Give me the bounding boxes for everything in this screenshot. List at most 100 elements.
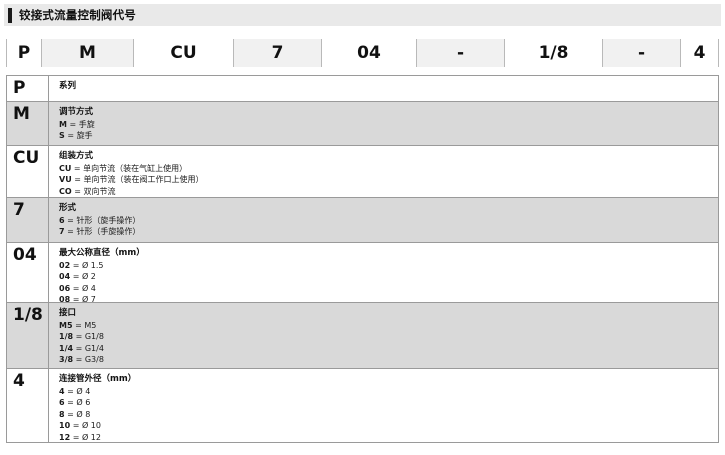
legend-option-key: 02	[59, 260, 71, 270]
legend-option: 6 = Ø 6	[59, 397, 718, 409]
legend-option-separator: =	[75, 332, 83, 342]
legend-option: 04 = Ø 2	[59, 271, 718, 283]
legend-option-separator: =	[67, 409, 74, 419]
legend-row-title: 系列	[59, 81, 77, 91]
legend-row-title: 接口	[59, 308, 77, 318]
legend-option: S = 旋手	[59, 130, 718, 142]
legend-option-separator: =	[67, 398, 74, 408]
legend-option-value: G1/4	[84, 343, 104, 353]
section-header: 铰接式流量控制阀代号	[4, 4, 721, 26]
legend-row-code: CU	[7, 146, 49, 197]
legend-option-separator: =	[72, 295, 80, 305]
legend-option: 06 = Ø 4	[59, 283, 718, 295]
legend-option-value: 单向节流（装在气缸上使用）	[83, 163, 188, 173]
legend-option-value: Ø 8	[76, 409, 91, 419]
legend-option-key: M5	[59, 320, 73, 330]
legend-row-title: 调节方式	[59, 107, 94, 117]
legend-row-description: 调节方式 M = 手旋 S = 旋手	[49, 102, 718, 145]
legend-option-key: 08	[59, 295, 71, 305]
legend-option-value: Ø 4	[76, 386, 91, 396]
legend-option-key: 3/8	[59, 355, 74, 365]
legend-row: 7 形式 6 = 针形（旋手操作） 7 = 针形（手旋操作）	[7, 198, 718, 243]
code-segment-1: M	[42, 39, 134, 67]
code-segment-3: 7	[234, 39, 322, 67]
legend-row-code: 7	[7, 198, 49, 242]
legend-option-value: 双向节流	[83, 186, 116, 196]
code-segment-0: P	[6, 39, 42, 67]
legend-option: 10 = Ø 10	[59, 420, 718, 432]
legend-option-separator: =	[72, 283, 80, 293]
code-segment-label: -	[456, 43, 465, 63]
legend-row-description: 形式 6 = 针形（旋手操作） 7 = 针形（手旋操作）	[49, 198, 718, 242]
legend-row-code: 4	[7, 369, 49, 442]
legend-option-key: S	[59, 131, 65, 141]
legend-option-separator: =	[72, 433, 80, 442]
legend-option: 02 = Ø 1.5	[59, 260, 718, 272]
code-segment-7: -	[603, 39, 681, 67]
legend-row-title: 最大公称直径（mm）	[59, 248, 145, 258]
legend-option-key: 4	[59, 386, 65, 396]
legend-option-value: 手旋	[78, 119, 95, 129]
code-segment-5: -	[417, 39, 505, 67]
legend-row-description: 系列	[49, 76, 718, 101]
legend-option: 4 = Ø 4	[59, 386, 718, 398]
legend-option-separator: =	[67, 215, 74, 225]
legend-option: CU = 单向节流（装在气缸上使用）	[59, 163, 718, 175]
legend-option-value: Ø 7	[81, 295, 96, 305]
legend-row: M 调节方式 M = 手旋 S = 旋手	[7, 102, 718, 146]
legend-option-value: Ø 6	[76, 398, 91, 408]
legend-option: M5 = M5	[59, 320, 718, 332]
legend-row-title: 形式	[59, 203, 77, 213]
legend-row: P 系列	[7, 76, 718, 102]
legend-option-value: Ø 12	[81, 433, 101, 442]
legend-option-key: 6	[59, 398, 65, 408]
legend-option-key: M	[59, 119, 67, 129]
code-segment-label: CU	[170, 43, 197, 63]
legend-option-key: 06	[59, 283, 71, 293]
legend-option-key: VU	[59, 175, 72, 185]
code-segment-2: CU	[134, 39, 234, 67]
legend-option-key: 7	[59, 227, 65, 237]
legend-option-value: Ø 10	[81, 421, 101, 431]
legend-row: 04 最大公称直径（mm） 02 = Ø 1.5 04 = Ø 2 06 = Ø 4 08…	[7, 243, 718, 304]
code-segment-label: 04	[357, 43, 381, 63]
legend-option-key: 1/8	[59, 332, 74, 342]
legend-option: 8 = Ø 8	[59, 409, 718, 421]
legend-option-separator: =	[72, 421, 80, 431]
legend-row-title: 组装方式	[59, 151, 94, 161]
legend-option-separator: =	[69, 119, 77, 129]
legend-row-code: P	[7, 76, 49, 101]
legend-option: 6 = 针形（旋手操作）	[59, 215, 718, 227]
code-segment-label: 1/8	[538, 43, 569, 63]
legend-option: 12 = Ø 12	[59, 432, 718, 444]
legend-option-separator: =	[67, 227, 74, 237]
code-segment-6: 1/8	[505, 39, 603, 67]
legend-option-separator: =	[74, 175, 81, 185]
header-accent-bar	[8, 7, 12, 23]
legend-option-separator: =	[67, 131, 75, 141]
legend-option-value: G1/8	[84, 332, 104, 342]
legend-option-value: 单向节流（装在阀工作口上使用）	[83, 175, 204, 185]
legend-option-key: 1/4	[59, 343, 74, 353]
code-segment-4: 04	[322, 39, 417, 67]
code-segment-label: P	[17, 43, 31, 63]
legend-row-description: 接口 M5 = M5 1/8 = G1/8 1/4 = G1/4 3/8 = G3/8	[49, 303, 718, 368]
legend-option-key: CU	[59, 163, 72, 173]
legend-option-separator: =	[74, 186, 81, 196]
legend-option: 08 = Ø 7	[59, 294, 718, 306]
legend-option-separator: =	[75, 343, 83, 353]
legend-option-key: 8	[59, 409, 65, 419]
legend-row-code: 1/8	[7, 303, 49, 368]
code-segment-8: 4	[681, 39, 719, 67]
legend-option-key: 04	[59, 272, 71, 282]
page-title: 铰接式流量控制阀代号	[19, 8, 136, 22]
legend-option-separator: =	[72, 260, 80, 270]
legend-row-code: 04	[7, 243, 49, 302]
legend-row-description: 最大公称直径（mm） 02 = Ø 1.5 04 = Ø 2 06 = Ø 4 08 =…	[49, 243, 718, 304]
legend-option: 1/8 = G1/8	[59, 331, 718, 343]
legend-option: VU = 单向节流（装在阀工作口上使用）	[59, 174, 718, 186]
legend-option-value: Ø 1.5	[81, 260, 104, 270]
legend-option-value: Ø 2	[81, 272, 96, 282]
legend-option-separator: =	[75, 320, 82, 330]
